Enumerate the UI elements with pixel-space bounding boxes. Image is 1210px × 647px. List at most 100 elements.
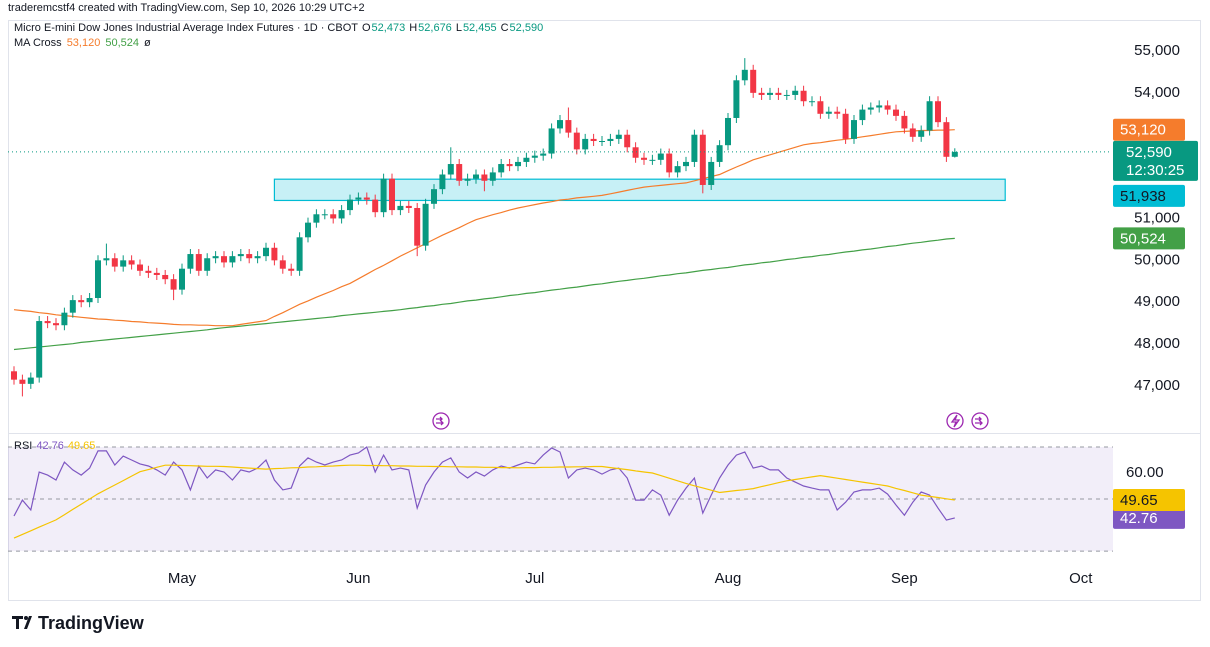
ohlc-key: C [501,22,509,34]
logo-dot [24,616,28,620]
candle-body [506,164,513,167]
icon-arrows[interactable] [436,416,444,426]
overlay-title: MA Cross [14,37,62,49]
ohlc-key: L [456,22,462,34]
candle-body [867,107,874,110]
overlay-value: 53,120 [67,37,101,49]
candle-body [540,153,547,156]
icon-circle[interactable] [432,412,450,430]
brand: TradingView [38,613,145,633]
candle-body [170,279,177,290]
candle-body [523,157,530,162]
ma-badge-bg [1113,118,1185,141]
icon-arrows[interactable] [975,416,983,426]
icon-circle[interactable] [971,412,989,430]
candle-body [61,312,68,326]
symbol-title: Micro E-mini Dow Jones Industrial Averag… [14,22,358,34]
candle-body [800,90,807,102]
candle-body [691,134,698,162]
icon-circle[interactable] [946,412,964,430]
rsi-value: 42.76 [36,440,64,452]
candle-body [817,101,824,114]
candle-body [145,270,152,273]
x-tick-label: May [168,570,197,587]
candle-body [607,138,614,142]
logo-mark [12,616,32,629]
candle-body [859,109,866,121]
candle-body [372,199,379,213]
frame [8,20,1201,601]
candle-body [195,254,202,271]
support-zone [273,178,1006,202]
candle-body [405,205,412,208]
candle-body [447,164,454,175]
candle-body [380,178,387,213]
candle-body [221,256,227,263]
candle-body [674,166,681,173]
ohlc-value: 52,590 [510,22,544,34]
candle-body [515,161,521,167]
candle-body [305,222,311,238]
candle-body [716,145,723,162]
ohlc-value: 52,676 [418,22,452,34]
event-icon[interactable] [432,412,450,430]
candle-body [296,237,303,271]
candle-body [103,258,110,261]
candle-body [683,161,689,167]
candle-body [809,101,815,103]
candle-body [851,120,857,139]
ohlc-key: H [409,22,417,34]
x-tick-label: Sep [891,570,918,587]
candle-body [456,164,463,181]
ma-badge-bg [1113,227,1185,250]
candle-body [842,113,849,139]
candle-body [95,260,101,299]
y-tick-label: 48,000 [1134,335,1180,352]
candle-body [884,105,891,110]
candle-body [481,174,488,181]
rsi-line [13,464,955,539]
event-icon[interactable] [946,412,964,430]
candle-body [573,132,580,150]
credit: traderemcstf4 created with TradingView.c… [8,2,365,14]
candle-body [876,105,883,108]
event-icon[interactable] [971,412,989,430]
candle-body [27,377,34,384]
candle-body [313,214,320,223]
rsi-badge: 49.65 [1120,492,1158,509]
candle-body [389,178,395,211]
y-tick-label: 54,000 [1134,84,1180,101]
candle-body [204,258,211,271]
candle-body [548,128,555,154]
candle-body [750,69,757,93]
candle-body [893,109,899,116]
candle-body [582,138,589,150]
candle-body [741,69,748,81]
candle-body [565,120,572,133]
candle-body [531,155,538,158]
rsi-title: RSI [14,440,32,452]
candle-body [11,371,17,380]
candle-body [69,300,76,313]
candle-body [909,128,916,137]
candle-body [288,268,295,271]
icon-bolt[interactable] [950,414,961,428]
candle-body [86,298,93,303]
candle-body [162,274,169,280]
candle-body [649,159,656,161]
ohlc-key: O [362,22,371,34]
ohlc-value: 52,455 [463,22,497,34]
candle-body [237,254,244,257]
x-tick-label: Jul [525,570,544,587]
countdown: 12:30:25 [1126,162,1184,179]
candle-body [44,321,51,324]
candle-body [783,94,790,96]
candle-body [212,256,219,259]
candle-body [279,260,286,269]
candle-body [951,151,958,157]
candle-body [935,101,941,123]
candle-body [775,92,782,95]
